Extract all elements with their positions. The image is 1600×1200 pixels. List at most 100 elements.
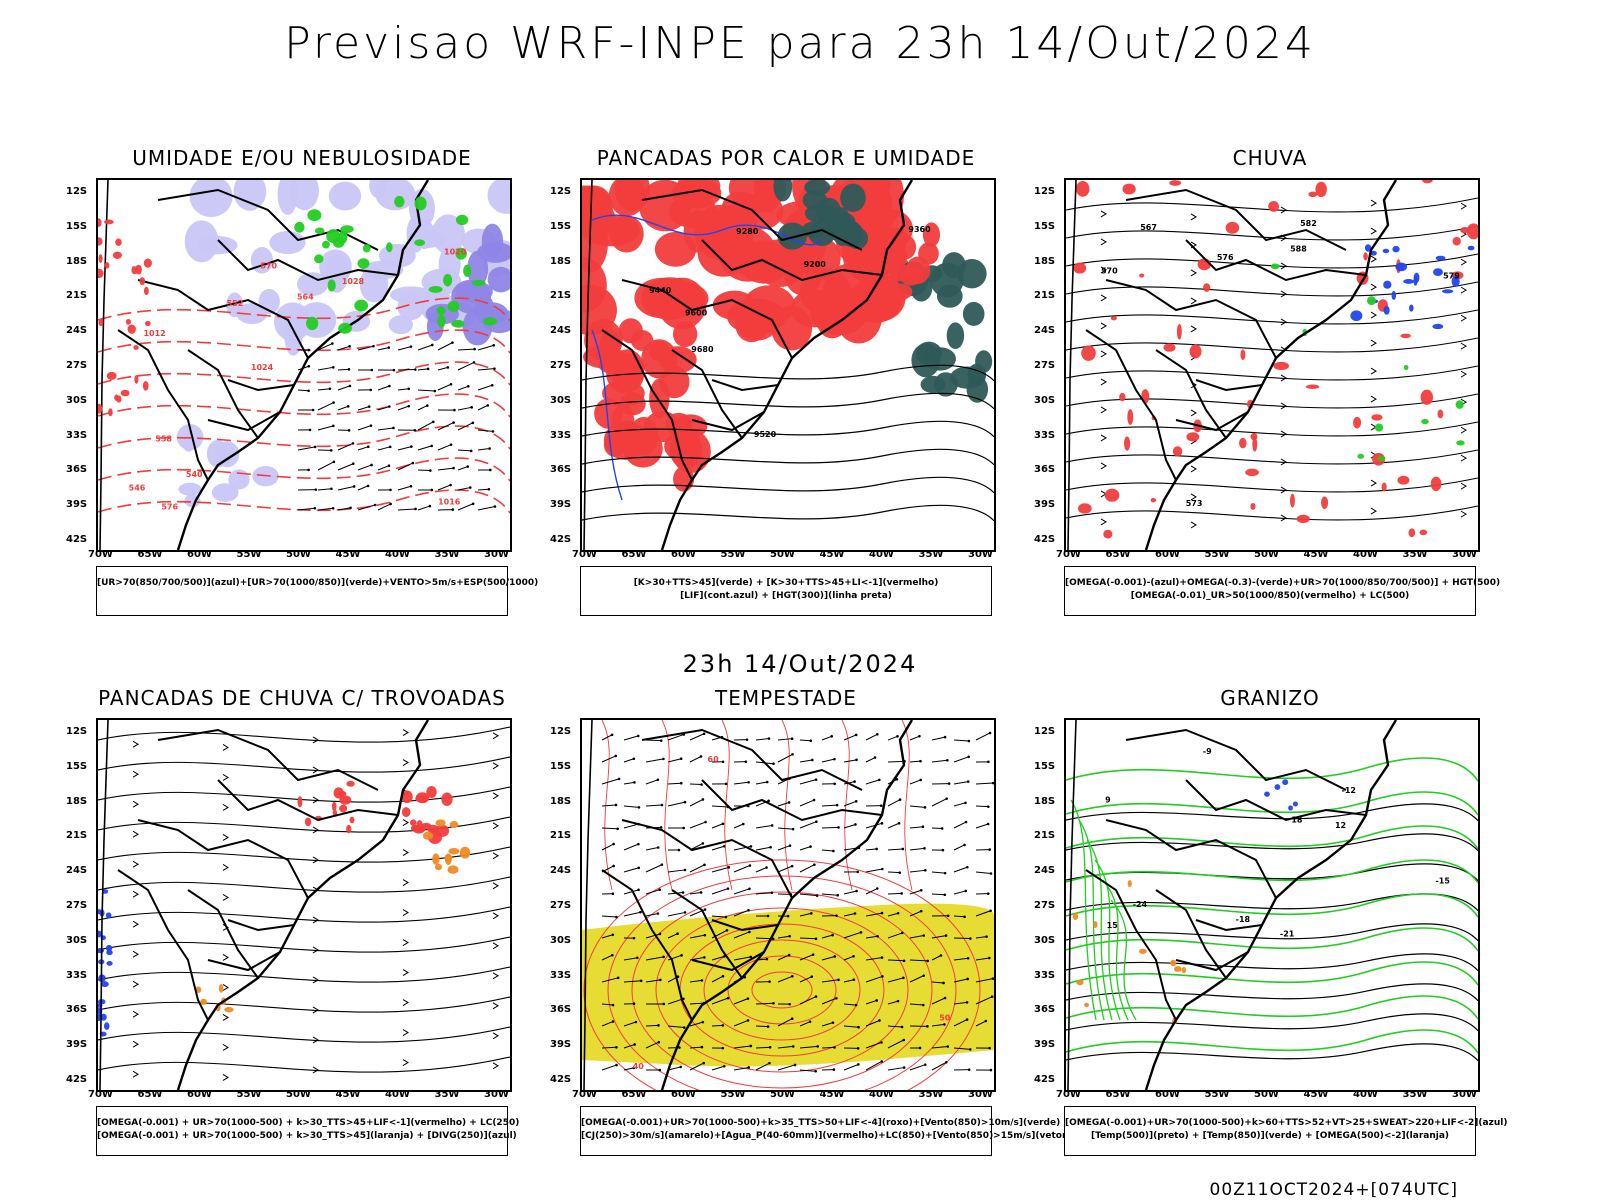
wind-vector-head xyxy=(837,978,840,982)
wind-vector-head xyxy=(988,1046,991,1050)
wind-vector xyxy=(601,977,619,983)
wind-vector-head xyxy=(876,934,879,938)
storm-red-area xyxy=(401,790,413,804)
lon-tick-label: 35W xyxy=(1402,1089,1428,1100)
convection-teal-area xyxy=(777,222,808,250)
divergence-blue-area xyxy=(106,961,113,966)
streamline-arrow xyxy=(222,894,229,901)
streamline-arrow xyxy=(222,1014,229,1021)
state-border xyxy=(1175,411,1249,432)
wind-vector-head xyxy=(611,953,614,957)
wind-vector xyxy=(953,1047,971,1050)
wind-vector xyxy=(711,823,724,829)
lon-tick-label: 40W xyxy=(385,1089,410,1100)
wind-vector-head xyxy=(389,502,392,506)
wind-vector xyxy=(623,843,639,851)
wind-vector xyxy=(799,893,818,897)
storm-red-area xyxy=(412,824,426,834)
wind-vector-head xyxy=(814,1069,817,1073)
wind-vector-head xyxy=(880,911,884,915)
run-timestamp: 00Z11OCT2024+[074UTC] xyxy=(1209,1180,1458,1200)
humidity-green-patch xyxy=(451,319,465,328)
wind-vector xyxy=(623,1067,634,1071)
wind-vector-head xyxy=(814,995,818,998)
wind-vector-head xyxy=(682,733,686,736)
wind-vector-head xyxy=(721,822,725,826)
lon-tick-label: 50W xyxy=(770,549,795,560)
streamline-arrow xyxy=(1100,210,1107,218)
lon-tick-label: 55W xyxy=(1204,549,1230,560)
streamline-arrow xyxy=(1370,479,1377,487)
wind-vector xyxy=(821,997,837,1005)
wind-vector xyxy=(645,864,663,873)
streamline-arrow xyxy=(132,1040,139,1048)
rain-green-area xyxy=(1403,364,1409,371)
wind-vector xyxy=(337,385,351,391)
storm-orange-area xyxy=(435,819,446,827)
wind-vector-head xyxy=(351,462,355,466)
wind-vector-head xyxy=(881,975,884,978)
lon-tick-label: 55W xyxy=(720,1089,746,1100)
lat-tick-label: 33S xyxy=(550,969,572,981)
contour-label: 1020 xyxy=(444,248,467,257)
height-contour xyxy=(1066,281,1478,297)
wind-vector xyxy=(975,978,994,983)
streamline-arrow xyxy=(312,1036,319,1044)
wind-vector xyxy=(689,956,705,961)
streamline-arrow xyxy=(1460,286,1467,294)
wind-vector xyxy=(623,1021,637,1027)
west-coastline xyxy=(99,180,109,550)
wind-vector-head xyxy=(699,755,703,758)
streamline-arrow xyxy=(1100,378,1107,386)
wind-vector xyxy=(931,981,944,984)
wind-vector xyxy=(865,1061,882,1071)
wind-vector xyxy=(909,889,922,895)
streamline-arrow xyxy=(492,972,499,980)
wind-vector-head xyxy=(632,1066,636,1070)
wind-vector-head xyxy=(986,892,990,895)
streamline-arrow xyxy=(1190,213,1197,221)
wind-vector xyxy=(821,1046,835,1049)
wind-vector xyxy=(317,488,332,491)
wind-vector xyxy=(865,1020,880,1027)
wind-vector-head xyxy=(749,955,753,959)
wind-vector xyxy=(645,758,664,763)
temperature-850-contour xyxy=(1066,757,1478,782)
contour-label: 558 xyxy=(155,434,172,443)
rain-red-area xyxy=(1430,476,1442,492)
wind-vector xyxy=(843,955,854,961)
streamline-arrow xyxy=(1190,297,1197,305)
contour-label: 546 xyxy=(129,483,146,492)
rain-red-area xyxy=(1245,468,1259,477)
convection-red-area xyxy=(644,411,681,443)
wind-vector-head xyxy=(407,387,411,391)
wind-vector-head xyxy=(332,424,335,428)
height-contour xyxy=(1066,477,1478,493)
wind-vector-head xyxy=(814,778,818,781)
humidity-deep-area xyxy=(477,241,510,263)
streamline-arrow xyxy=(402,1059,409,1066)
wind-vector-head xyxy=(331,342,334,345)
map-granizo: -9 -12 -15 -18 -21 -24 9 12 15 18 xyxy=(1064,718,1480,1092)
rain-blue-area xyxy=(1451,275,1460,287)
contour-label: 540 xyxy=(186,470,203,479)
wind-vector xyxy=(417,368,429,371)
humidity-green-patch xyxy=(294,221,305,233)
state-border xyxy=(137,819,309,899)
wind-vector xyxy=(755,800,769,807)
rain-red-area xyxy=(1419,529,1428,536)
jet-stream-area xyxy=(582,903,994,1067)
streamline xyxy=(98,1026,510,1043)
contour-label: 9 xyxy=(1105,796,1111,805)
wind-vector-head xyxy=(466,465,470,468)
west-coastline xyxy=(1067,180,1077,550)
streamline-arrow xyxy=(132,770,139,778)
lat-tick-label: 36S xyxy=(66,464,88,476)
wind-vector xyxy=(887,735,898,741)
wind-vector-head xyxy=(617,777,621,781)
humidity-blue-area xyxy=(375,180,416,211)
wind-vector xyxy=(931,736,946,741)
wind-vector-head xyxy=(902,959,906,963)
humidity-red-patch xyxy=(125,318,132,325)
wind-vector-head xyxy=(676,975,680,978)
